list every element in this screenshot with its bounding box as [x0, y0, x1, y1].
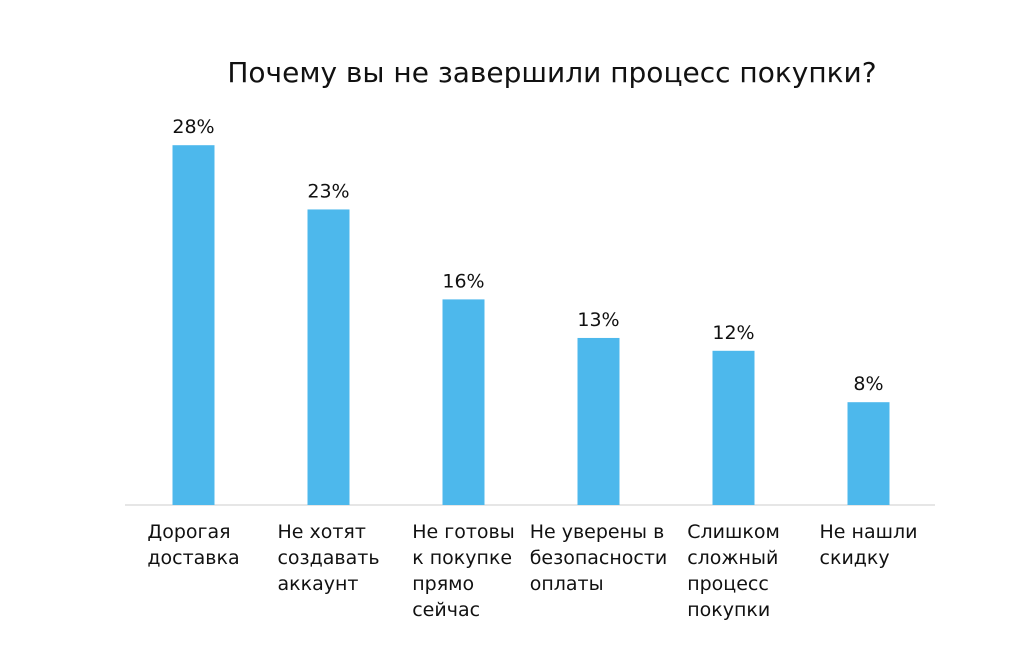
x-tick-label: Не нашли скидку — [820, 521, 918, 569]
bar — [172, 145, 215, 505]
value-label: 13% — [577, 309, 619, 331]
value-label: 8% — [853, 373, 883, 395]
x-tick-label: Не уверены в безопасности оплаты — [530, 521, 668, 595]
value-label: 12% — [712, 322, 754, 344]
bar — [442, 299, 485, 505]
x-tick-label: Не хотят создавать аккаунт — [277, 521, 379, 595]
bar — [577, 337, 620, 505]
bar — [712, 350, 755, 505]
bar — [307, 209, 350, 505]
x-tick-label: Не готовы к покупке прямо сейчас — [412, 521, 515, 621]
bar — [847, 402, 890, 505]
x-tick-label: Дорогая доставка — [147, 521, 239, 569]
x-tick-label: Слишком сложный процесс покупки — [687, 521, 780, 621]
value-label: 16% — [442, 270, 484, 292]
chart-title: Почему вы не завершили процесс покупки? — [227, 56, 876, 89]
value-label: 23% — [307, 180, 349, 202]
value-label: 28% — [172, 116, 214, 138]
